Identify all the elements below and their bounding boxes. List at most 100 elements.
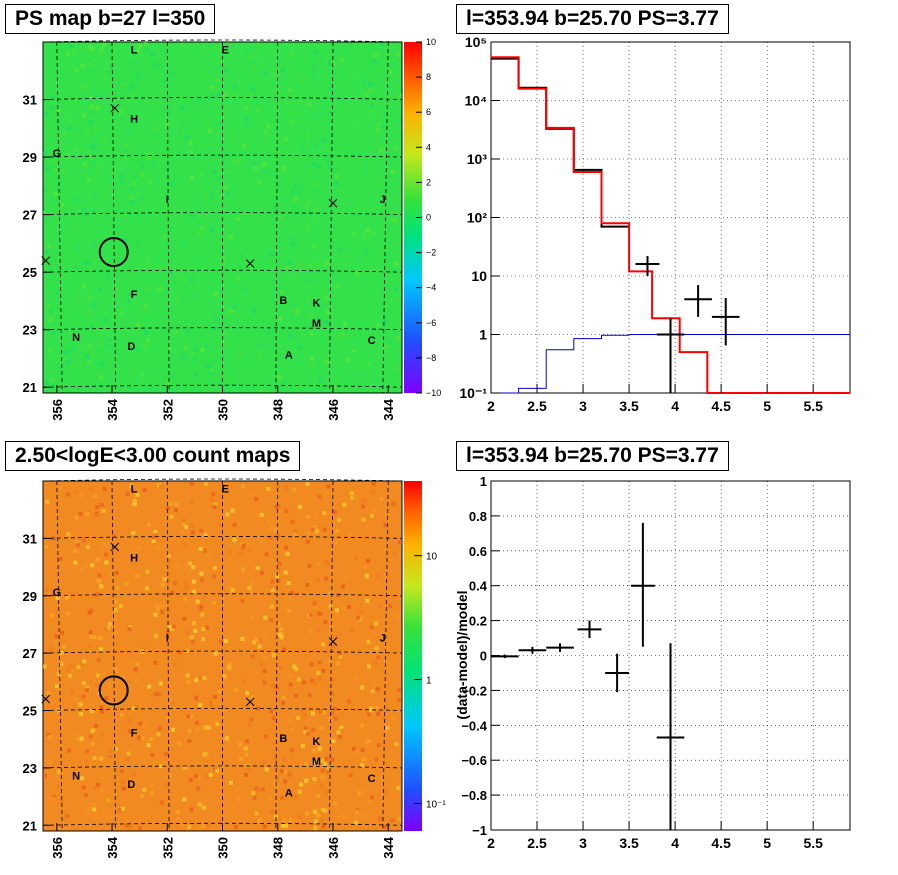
m1-texture-cell — [323, 254, 328, 259]
m2-texture-cell — [391, 501, 396, 506]
m2-texture-cell — [142, 488, 147, 493]
m1-texture-cell — [157, 286, 162, 291]
m1-texture-cell — [203, 194, 207, 199]
m2-texture-cell — [119, 769, 124, 774]
m2-texture-cell — [310, 711, 315, 716]
m2-texture-cell — [99, 756, 104, 761]
m1-texture-cell — [141, 366, 146, 371]
m1-y-tick-label: 27 — [23, 208, 37, 223]
m2-texture-cell — [247, 548, 252, 552]
m2-texture-cell — [378, 818, 383, 823]
m2-texture-cell — [277, 632, 282, 637]
m1-texture-cell — [56, 291, 61, 296]
m1-texture-cell — [209, 143, 214, 148]
m1-texture-cell — [311, 65, 316, 70]
m1-texture-cell — [390, 169, 395, 174]
m1-texture-cell — [369, 100, 374, 105]
m2-texture-cell — [224, 736, 229, 741]
m2-texture-cell — [281, 700, 286, 705]
m2-texture-cell — [372, 508, 377, 512]
m2-texture-cell — [350, 496, 355, 501]
m1-cross-marker — [328, 198, 338, 208]
m1-texture-cell — [53, 191, 58, 196]
m2-texture-cell — [158, 484, 163, 489]
m2-texture-cell — [170, 627, 175, 631]
m1-texture-cell — [230, 383, 234, 388]
m1-texture-cell — [87, 343, 91, 348]
m1-texture-cell — [376, 132, 381, 137]
m1-texture-cell — [300, 246, 304, 251]
m2-texture-cell — [186, 679, 191, 684]
m1-texture-cell — [99, 361, 104, 366]
m2-texture-cell — [85, 749, 90, 754]
m2-source-label: D — [127, 779, 135, 791]
m1-texture-cell — [191, 84, 196, 89]
residual-x-tick-label: 3.5 — [619, 835, 639, 851]
m1-texture-cell — [209, 85, 214, 90]
m2-texture-cell — [263, 615, 268, 620]
m1-texture-cell — [84, 244, 89, 249]
m1-texture-cell — [44, 120, 49, 125]
m1-texture-cell — [335, 174, 340, 179]
m1-texture-cell — [306, 225, 311, 229]
m2-texture-cell — [283, 570, 288, 575]
m1-texture-cell — [129, 99, 134, 104]
m1-texture-cell — [228, 243, 233, 248]
m1-texture-cell — [370, 103, 375, 108]
m2-texture-cell — [353, 675, 357, 680]
m1-cross-marker — [41, 256, 51, 266]
m2-texture-cell — [159, 681, 163, 686]
m2-texture-cell — [347, 699, 351, 704]
m1-texture-cell — [90, 46, 95, 51]
m2-texture-cell — [65, 595, 70, 600]
m1-texture-cell — [222, 319, 227, 324]
m2-y-tick-label: 21 — [23, 818, 37, 833]
m1-texture-cell — [172, 97, 177, 102]
m2-texture-cell — [189, 481, 194, 486]
m1-texture-cell — [81, 85, 86, 90]
m1-texture-cell — [136, 48, 140, 53]
m1-texture-cell — [194, 347, 199, 352]
m2-texture-cell — [101, 775, 106, 780]
m1-texture-cell — [278, 316, 283, 321]
m1-texture-cell — [378, 320, 383, 325]
m1-texture-cell — [217, 121, 222, 126]
m2-texture-cell — [196, 786, 201, 791]
m1-source-label: H — [130, 114, 138, 126]
m1-texture-cell — [337, 248, 342, 253]
m1-texture-cell — [199, 73, 204, 77]
m2-texture-cell — [213, 764, 218, 769]
ps-map-x-ticks: 356 354 352 350 348 346 344 — [50, 385, 396, 421]
m2-texture-cell — [165, 715, 170, 720]
m2-texture-cell — [158, 726, 162, 731]
m2-texture-cell — [353, 820, 358, 825]
m2-texture-cell — [172, 662, 177, 667]
m2-texture-cell — [54, 634, 59, 639]
m1-texture-cell — [209, 371, 214, 376]
residual-plot: 2 2.5 3 3.5 4 4.5 5 5.5 −1 −0.8 −0.6 −0.4 −0.2 0 0.2 0… — [454, 474, 851, 851]
m1-texture-cell — [322, 359, 327, 364]
m2-texture-cell — [121, 676, 126, 680]
m1-texture-cell — [61, 170, 66, 174]
m1-texture-cell — [51, 94, 56, 99]
m1-texture-cell — [351, 345, 356, 350]
m2-texture-cell — [194, 774, 198, 779]
m1-texture-cell — [326, 142, 331, 147]
m1-texture-cell — [89, 95, 94, 100]
m1-texture-cell — [216, 143, 221, 148]
m1-texture-cell — [225, 191, 230, 196]
m2-texture-cell — [59, 662, 64, 667]
m2-texture-cell — [335, 608, 339, 613]
m2-texture-cell — [261, 636, 266, 641]
m1-texture-cell — [126, 275, 131, 280]
m2-x-tick-label: 352 — [160, 837, 175, 859]
m2-texture-cell — [218, 639, 223, 644]
m2-texture-cell — [225, 512, 230, 517]
m2-texture-cell — [155, 603, 160, 608]
m2-texture-cell — [113, 599, 118, 604]
m1-texture-cell — [81, 113, 86, 118]
m2-texture-cell — [257, 818, 262, 823]
m2-texture-cell — [316, 611, 321, 616]
m1-texture-cell — [234, 159, 239, 164]
